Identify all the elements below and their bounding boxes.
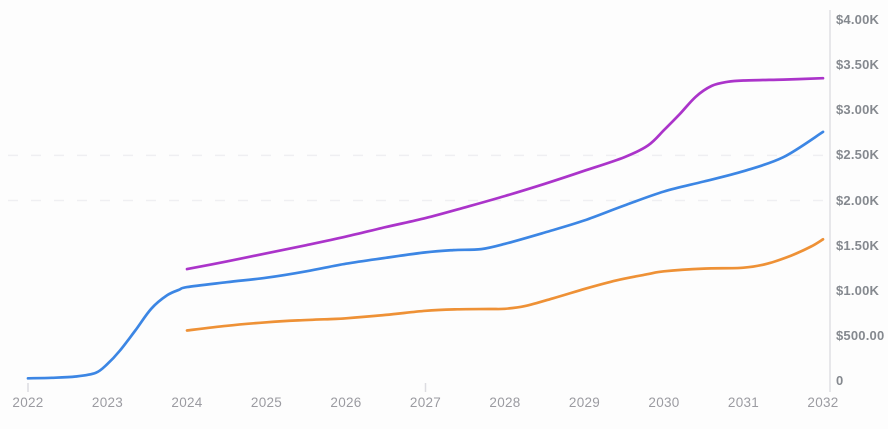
y-axis-label: $1.00K: [836, 282, 880, 298]
y-axis-label: $2.00K: [836, 192, 880, 208]
x-axis-label: 2026: [330, 395, 362, 410]
series-line-orange-series[interactable]: [185, 237, 825, 332]
x-axis-label: 2023: [91, 395, 124, 410]
series-line-purple-series[interactable]: [185, 76, 825, 271]
y-axis-label: $2.50K: [836, 147, 880, 163]
x-axis-label: 2024: [171, 395, 203, 410]
y-axis-label: $3.50K: [836, 57, 880, 73]
x-axis-label: 2030: [648, 395, 680, 410]
x-axis-label: 2028: [489, 395, 521, 410]
x-axis-label: 2029: [568, 395, 601, 410]
y-axis-label: 0: [836, 373, 844, 389]
y-axis-label: $500.00: [836, 328, 885, 344]
x-axis-label: 2032: [807, 395, 839, 410]
x-axis-label: 2031: [727, 395, 760, 410]
x-axis-label: 2027: [409, 395, 442, 410]
series-line-blue-series[interactable]: [26, 130, 825, 380]
y-axis-label: $4.00K: [836, 12, 880, 28]
y-axis-label: $1.50K: [836, 237, 880, 253]
x-axis-label: 2022: [12, 395, 44, 410]
y-axis-label: $3.00K: [836, 102, 880, 118]
x-axis-label: 2025: [250, 395, 283, 410]
